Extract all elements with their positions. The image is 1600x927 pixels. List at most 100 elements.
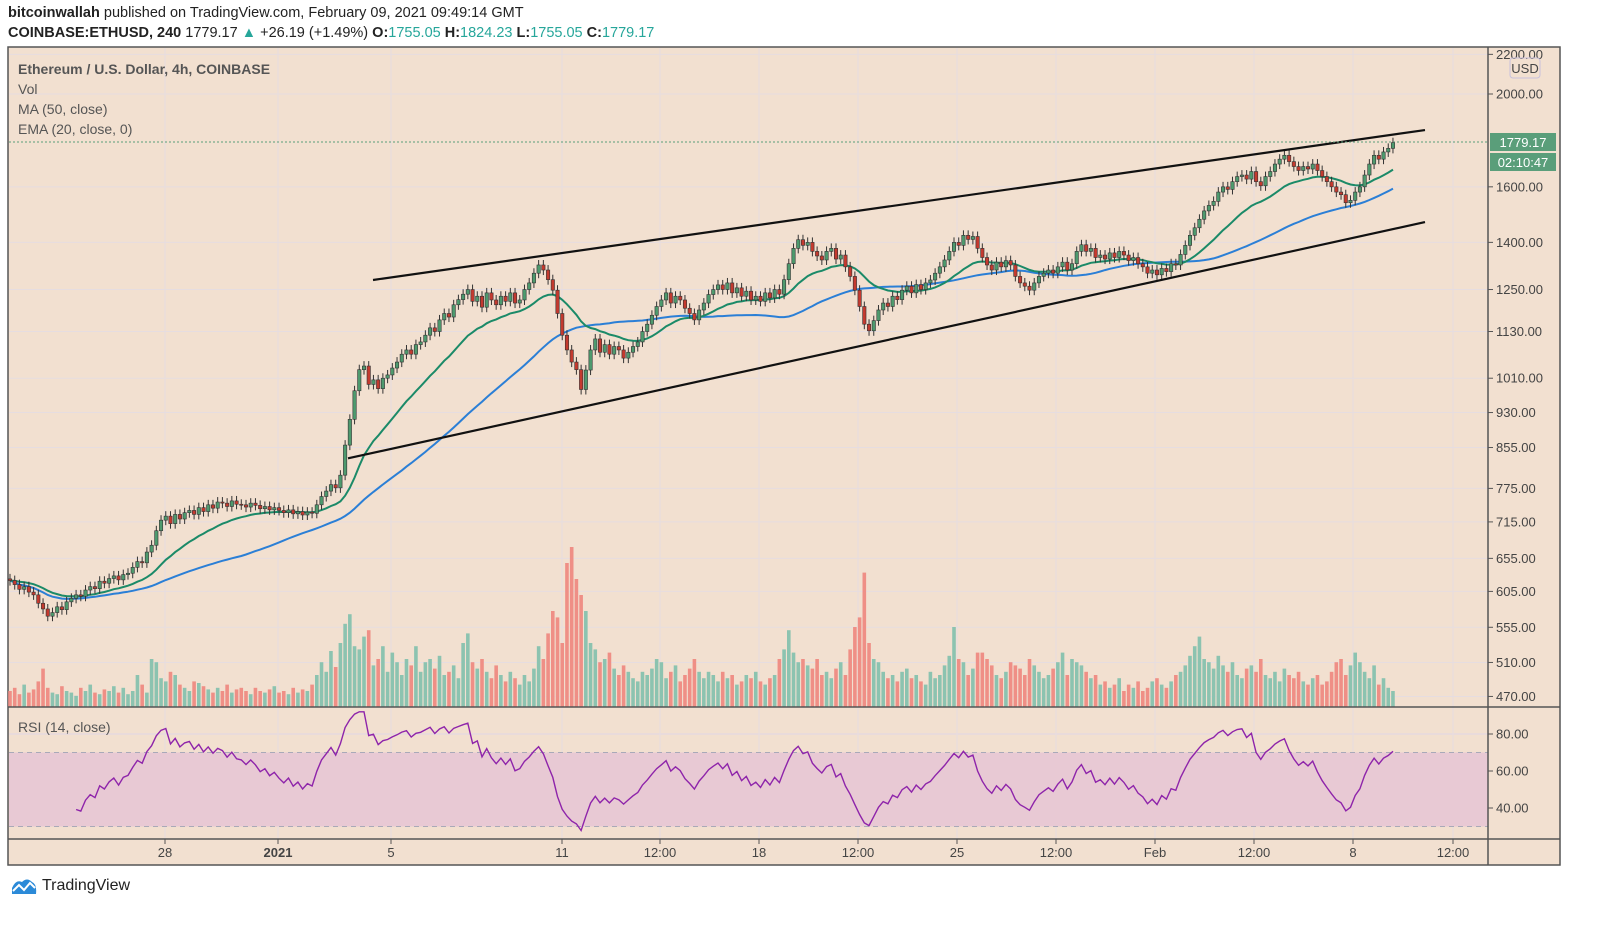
volume-bar (1192, 646, 1197, 707)
volume-bar (928, 671, 933, 707)
candle-body (319, 496, 324, 506)
candle-body (541, 264, 546, 271)
volume-bar (569, 547, 574, 707)
volume-bar (621, 665, 626, 707)
volume-bar (1277, 681, 1282, 707)
candle-body (791, 248, 796, 265)
candle-body (177, 514, 182, 520)
price-tick-label: 855.00 (1496, 440, 1536, 455)
volume-bar (230, 692, 234, 707)
candle-body (1150, 269, 1155, 274)
volume-bar (999, 678, 1003, 707)
volume-bar (451, 665, 456, 707)
candle-body (942, 259, 947, 268)
time-tick-label: 11 (555, 845, 569, 860)
candle-body (484, 292, 489, 308)
volume-bar (1178, 671, 1183, 707)
candle-body (711, 289, 716, 295)
candle-body (531, 272, 536, 284)
candle-body (631, 346, 636, 353)
legend-rsi[interactable]: RSI (14, close) (18, 719, 111, 735)
candle-body (258, 505, 263, 510)
volume-bar (1230, 662, 1235, 707)
volume-bar (725, 678, 730, 707)
candle-body (678, 295, 683, 301)
volume-bar (654, 659, 659, 707)
volume-bar (88, 684, 93, 707)
volume-bar (64, 691, 69, 707)
volume-bar (399, 675, 404, 707)
candle-body (914, 284, 919, 294)
legend-vol[interactable]: Vol (18, 81, 37, 97)
candle-body (1121, 251, 1126, 256)
trendlines[interactable] (347, 128, 1426, 460)
candle-body (210, 504, 215, 509)
time-axis[interactable]: 28 2021 5 11 12:00 18 12:00 25 12:00 Feb 12:00 8 12:… (158, 839, 1470, 860)
candle-body (163, 515, 168, 521)
volume-bar (607, 652, 612, 707)
trendline-upper[interactable] (372, 128, 1426, 282)
volume-bar (942, 665, 947, 707)
volume-bar (890, 675, 895, 707)
candle-body (253, 502, 258, 506)
time-tick-label: Feb (1144, 845, 1166, 860)
legend-ema[interactable]: EMA (20, close, 0) (18, 121, 132, 137)
candle-body (947, 251, 952, 261)
volume-bar (371, 665, 376, 707)
volume-bar (536, 646, 541, 707)
legend-ma[interactable]: MA (50, close) (18, 101, 107, 117)
candle-body (560, 313, 565, 336)
volume-bar (140, 684, 144, 707)
volume-bar (69, 692, 74, 707)
candle-body (1306, 166, 1311, 170)
candle-body (555, 289, 560, 314)
low-label: L: (516, 25, 531, 41)
volume-bar (1348, 665, 1353, 707)
candle-body (442, 313, 447, 321)
candle-body (668, 292, 673, 304)
volume-bar (560, 643, 565, 707)
candle-body (489, 292, 494, 301)
price-change: +26.19 (+1.49%) (260, 25, 369, 41)
volume-bar (1310, 678, 1315, 707)
volume-bar (706, 671, 711, 707)
candle-body (22, 586, 27, 590)
volume-bar (338, 643, 343, 707)
candle-body (1296, 166, 1301, 171)
currency-box[interactable] (1509, 57, 1541, 79)
volume-bar (1240, 678, 1244, 707)
volume-bar (1112, 684, 1117, 707)
candle-body (1032, 282, 1037, 291)
volume-bar (602, 659, 607, 707)
author-name[interactable]: bitcoinwallah (8, 5, 100, 21)
volume-bar (909, 678, 914, 707)
volume-bar (782, 649, 786, 707)
ema-20-line (9, 168, 1394, 598)
trendline-lower[interactable] (347, 221, 1426, 460)
volume-bar (267, 689, 272, 707)
volume-bar (348, 614, 352, 707)
candle-body (1235, 176, 1240, 182)
tradingview-brand[interactable]: TradingView (10, 876, 130, 896)
close-value: 1779.17 (601, 25, 655, 41)
volume-bar (423, 662, 428, 707)
legend-title[interactable]: Ethereum / U.S. Dollar, 4h, COINBASE (18, 61, 270, 77)
time-tick-label: 12:00 (1040, 845, 1073, 860)
candle-body (1013, 264, 1018, 277)
candle-body (1362, 174, 1367, 188)
candle-body (1093, 248, 1098, 258)
price-axis[interactable]: 2200.00 2000.00 1600.00 1400.00 1250.00 1130.… (1488, 47, 1543, 704)
candle-body (602, 344, 607, 353)
candle-body (758, 295, 763, 302)
candle-body (50, 612, 55, 617)
candle-body (229, 500, 234, 507)
candle-body (1027, 285, 1032, 291)
volume-bar (838, 662, 843, 707)
volume-bar (753, 671, 758, 707)
candle-body (244, 504, 249, 508)
volume-bar (612, 668, 616, 707)
volume-bar (555, 617, 560, 707)
candle-body (432, 327, 437, 332)
volume-bar (83, 691, 88, 707)
